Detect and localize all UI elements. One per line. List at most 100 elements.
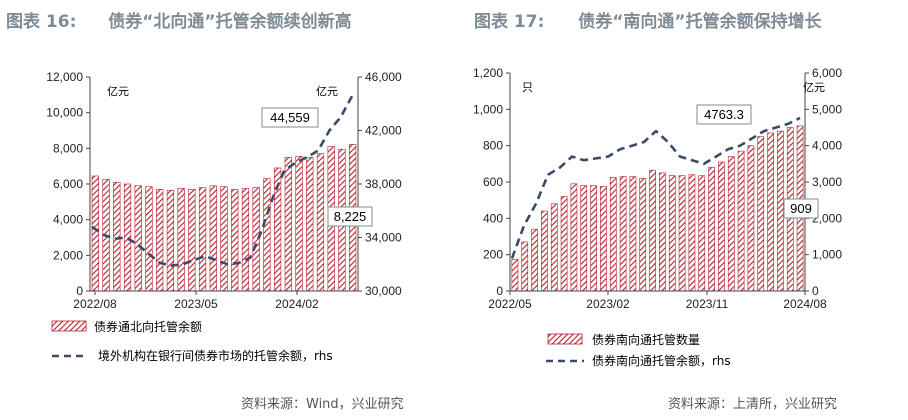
right-y-right-tick-label: 3,000 (812, 175, 842, 189)
right-y-right-tick-label: 5,000 (812, 102, 842, 116)
left-title-text: 债券“北向通”托管余额续创新高 (108, 12, 352, 32)
left-bar (284, 156, 292, 292)
left-bar (231, 189, 239, 292)
right-bar (718, 161, 725, 292)
right-y-right-tick-label: 2,000 (812, 211, 842, 225)
left-legend-line-label: 境外机构在银行间债券市场的托管余额，rhs (98, 348, 333, 363)
left-y-right-tick-label: 34,000 (365, 231, 402, 245)
right-axis-unit-right: 亿元 (803, 81, 825, 94)
right-annotation-box-count (783, 198, 819, 219)
left-y-left-tick-label: 6,000 (53, 177, 83, 191)
right-y-left-tick-label: 600 (483, 175, 503, 189)
left-bar (113, 181, 121, 292)
left-y-right-tick-label: 46,000 (365, 70, 402, 84)
left-bar (198, 187, 207, 292)
left-bar (134, 185, 142, 292)
left-bar (306, 156, 314, 292)
left-annotation-northbound: 8,225 (334, 209, 367, 224)
left-bar (156, 189, 164, 292)
right-y-right-tick-label: 1,000 (812, 248, 842, 262)
right-bar (668, 175, 676, 292)
left-annotation-box-total (261, 107, 319, 128)
left-bar (177, 188, 185, 292)
left-line-series (91, 95, 354, 267)
right-bar (708, 167, 715, 292)
left-bar (166, 189, 175, 292)
right-bar (541, 210, 548, 292)
right-y-right-tick-label: 0 (812, 284, 819, 298)
left-y-left-tick-label: 4,000 (53, 213, 83, 227)
right-bar (560, 196, 568, 292)
left-y-left-tick-label: 2,000 (53, 248, 83, 262)
right-bar (521, 241, 529, 292)
right-y-left-tick-label: 400 (483, 211, 503, 225)
right-bar (619, 176, 627, 292)
left-chart-title: 图表 16: 债券“北向通”托管余额续创新高 (6, 7, 352, 32)
left-bar (241, 188, 250, 292)
right-legend-bar-label: 债券南向通托管数量 (592, 332, 700, 347)
right-annotation-amount: 4763.3 (704, 107, 744, 122)
right-bar (727, 156, 735, 292)
right-bar (737, 150, 745, 292)
left-bar (145, 186, 153, 292)
right-y-left-tick-label: 0 (496, 284, 503, 298)
left-y-left-tick-label: 12,000 (46, 70, 83, 84)
right-bar (747, 145, 755, 292)
right-chart: 0 200 400 600 800 1,000 1,200 0 1,000 2,000 3,000 4… (473, 66, 842, 368)
right-line-series (510, 116, 801, 259)
left-legend-bar-swatch (51, 320, 87, 332)
left-y-right-tick-label: 38,000 (365, 177, 402, 191)
right-bar (659, 172, 666, 292)
left-x-tick-label: 2024/02 (275, 297, 319, 311)
left-legend-bar-label: 债券通北向托管余额 (94, 319, 202, 334)
left-bar (316, 153, 325, 292)
left-y-left-tick-label: 8,000 (53, 141, 83, 155)
right-bar (609, 177, 617, 292)
right-y-left-tick-label: 200 (483, 248, 503, 262)
right-bar (580, 185, 588, 292)
right-y-right-tick-label: 4,000 (812, 139, 842, 153)
left-x-tick-label: 2022/08 (73, 297, 117, 311)
left-bar (209, 185, 217, 292)
right-bar (629, 176, 637, 292)
right-bar (678, 175, 686, 292)
right-bar (590, 185, 597, 292)
right-bar (757, 136, 765, 292)
right-bar (511, 258, 519, 292)
right-source-note: 资料来源：上清所，兴业研究 (668, 397, 838, 412)
right-bar (649, 169, 656, 292)
right-y-right-tick-label: 6,000 (812, 66, 842, 80)
left-bar (220, 186, 228, 292)
left-y-right-tick-label: 42,000 (365, 124, 402, 138)
right-annotation-box-amount (696, 104, 752, 125)
right-y-left-tick-label: 1,000 (473, 102, 503, 116)
left-bar (252, 187, 260, 292)
left-y-left-tick-label: 10,000 (46, 106, 83, 120)
left-bar (188, 189, 196, 292)
right-legend-line-label: 债券南向通托管余额，rhs (592, 353, 731, 368)
left-annotation-total: 44,559 (270, 110, 310, 125)
right-bar (600, 186, 607, 292)
right-x-tick-label: 2024/08 (783, 297, 827, 311)
right-bar (550, 203, 558, 292)
right-legend-bar-swatch (547, 333, 583, 345)
right-y-left-tick-label: 1,200 (473, 66, 503, 80)
right-bar (639, 178, 647, 292)
left-bar (263, 178, 271, 292)
left-bar (295, 156, 303, 292)
right-bar (767, 132, 774, 292)
left-y-right-tick-label: 30,000 (365, 284, 402, 298)
right-x-tick-label: 2023/11 (686, 297, 729, 311)
left-source-note: 资料来源：Wind，兴业研究 (241, 397, 404, 412)
right-x-tick-label: 2022/05 (488, 297, 532, 311)
left-axis-unit-right: 亿元 (316, 85, 338, 98)
right-axis-unit-left: 只 (522, 81, 533, 94)
right-y-left-tick-label: 800 (483, 139, 503, 153)
right-title-text: 债券“南向通”托管余额保持增长 (578, 12, 822, 32)
right-annotation-count: 909 (790, 201, 812, 216)
right-x-tick-label: 2023/02 (586, 297, 630, 311)
right-bar (777, 130, 784, 292)
left-figure-number: 图表 16: (6, 12, 77, 32)
right-chart-title: 图表 17: 债券“南向通”托管余额保持增长 (474, 7, 822, 32)
left-axis-unit-left: 亿元 (107, 85, 129, 98)
